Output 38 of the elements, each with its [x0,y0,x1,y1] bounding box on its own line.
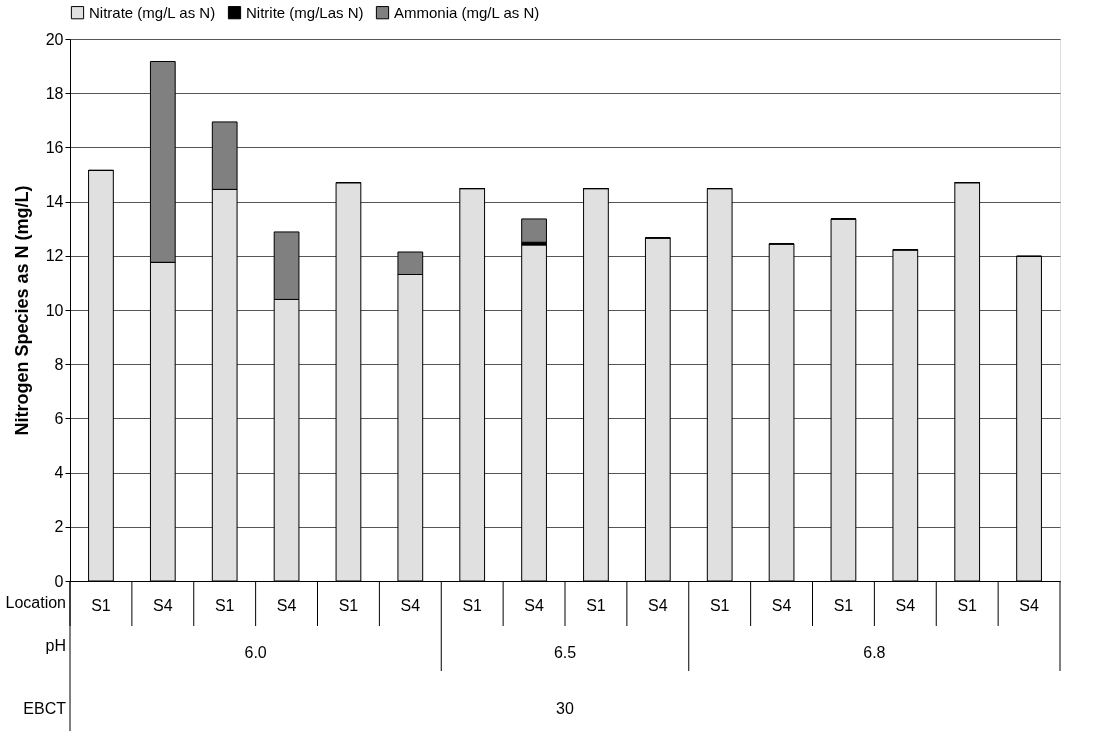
text: 6.5 [553,644,577,661]
x-tick-label: S4 [276,596,297,614]
x-tick-label: S1 [338,596,359,614]
y-tick-label: 14 [45,193,64,211]
text: 30 [556,700,574,717]
x-tick-label: S1 [586,596,606,614]
x-tick-label: S4 [153,596,173,614]
y-tick-label: 6 [54,409,64,427]
x-tick-label: S4 [1019,596,1039,614]
x-tick-label: S1 [91,596,111,614]
x-tick-label: S1 [214,596,235,614]
x-tick-label: S4 [400,596,421,614]
y-tick-label: 10 [45,301,64,319]
x-tick-label: S4 [771,596,792,614]
text: Location [5,594,66,611]
x-tick-label: S1 [709,596,730,614]
y-tick-label: 8 [54,355,64,373]
legend-label: Ammonia (mg/L as N) [394,3,540,21]
y-tick-label: 2 [54,518,64,536]
text: pH [45,637,66,654]
text: 6.0 [244,644,267,661]
x-tick-label: S1 [833,596,854,614]
x-tick-label: S4 [895,596,916,614]
y-axis-title: Nitrogen Species as N (mg/L) [11,185,32,436]
y-tick-label: 16 [45,138,64,156]
legend-label: Nitrite (mg/Las N) [246,3,364,21]
x-tick-label: S1 [462,596,483,614]
y-tick-label: 20 [45,30,64,48]
x-tick-label: S4 [524,596,544,614]
legend-label: Nitrate (mg/L as N) [89,3,216,21]
y-tick-label: 4 [54,464,64,482]
y-tick-label: 0 [54,572,64,590]
x-tick-label: S1 [957,596,978,614]
text: EBCT [23,700,67,717]
y-tick-label: 18 [45,84,64,102]
x-tick-label: S4 [648,596,668,614]
y-tick-label: 12 [45,247,64,265]
text: 6.8 [863,644,886,661]
